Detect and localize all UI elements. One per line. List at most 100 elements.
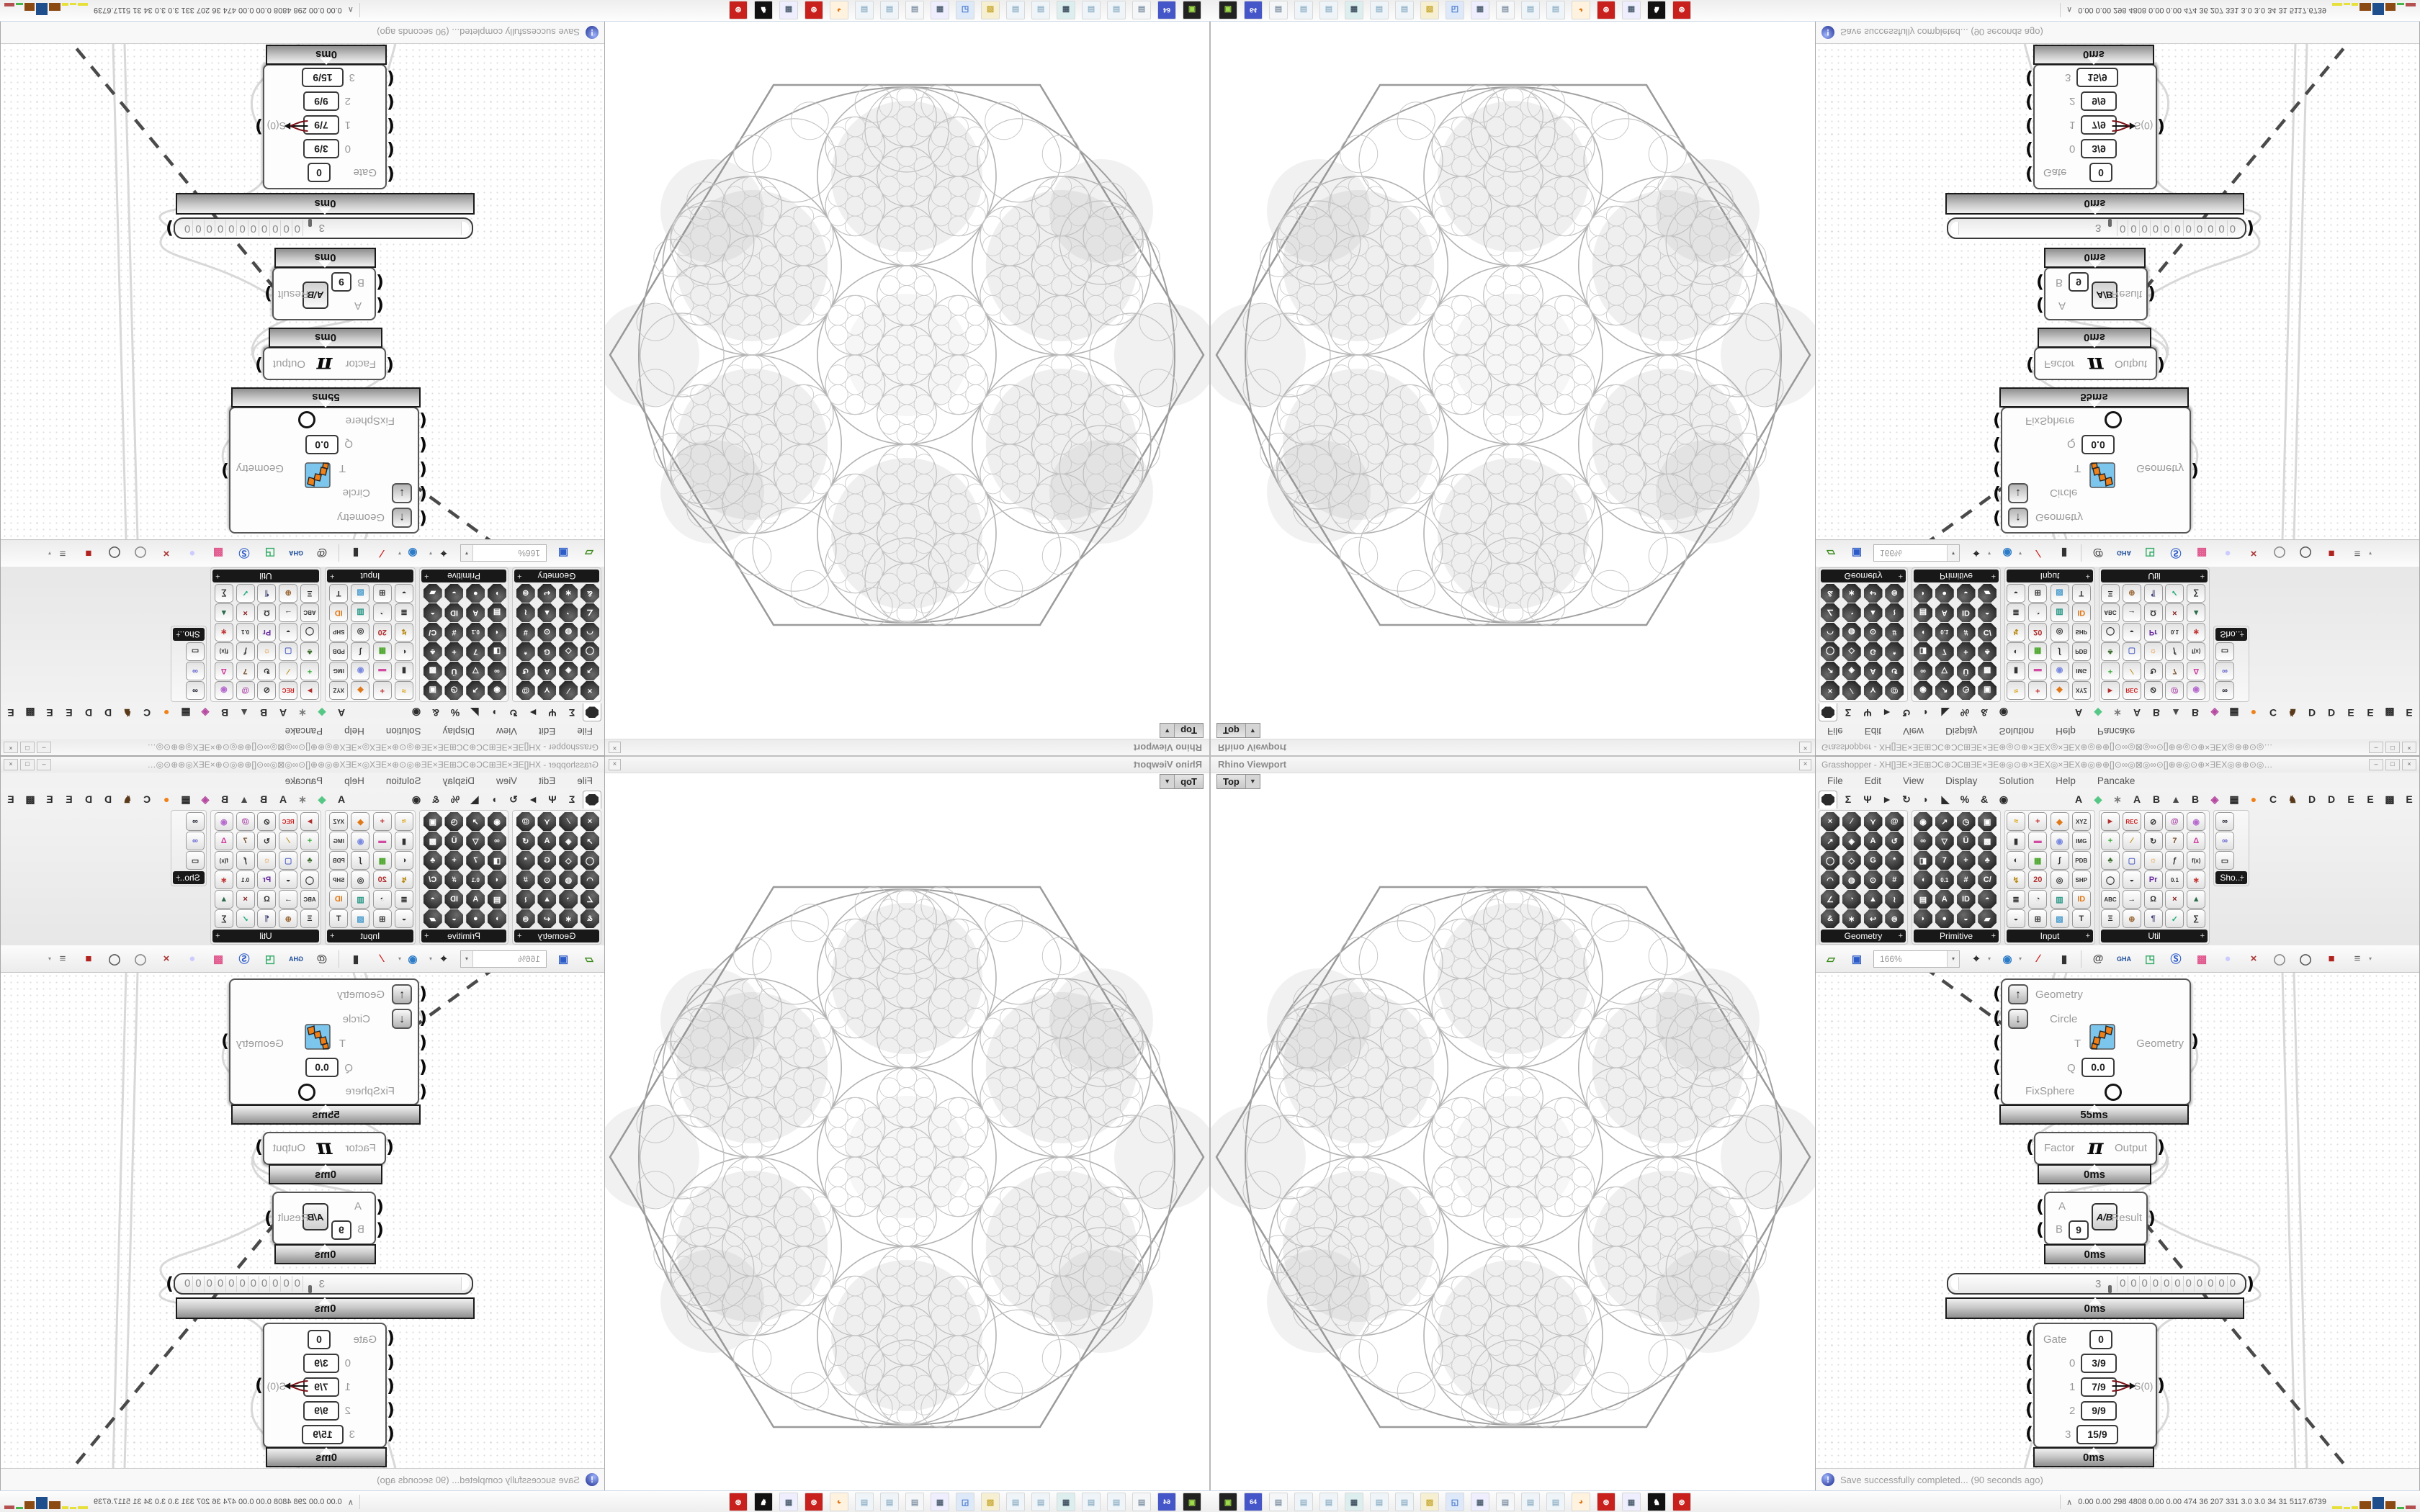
palette-icon[interactable]: ◗ (1914, 909, 1932, 928)
palette-icon[interactable]: Ü (1956, 832, 1976, 850)
palette-icon[interactable]: ◓ (424, 890, 442, 909)
slider-digit[interactable]: 0 (2172, 1276, 2182, 1292)
menu-file[interactable]: File (1827, 726, 1843, 737)
ribbon-tab-display[interactable]: ◉ (411, 707, 421, 719)
palette-icon[interactable]: SHP (329, 623, 349, 642)
calculator-1-icon[interactable]: ▦ (931, 1493, 949, 1511)
ribbon-tab-transform[interactable]: & (1980, 707, 1989, 719)
palette-icon[interactable]: + (372, 812, 392, 831)
close-button[interactable]: × (4, 742, 18, 753)
palette-icon[interactable]: @ (2165, 812, 2184, 831)
save-file-icon[interactable]: ▣ (1851, 953, 1863, 966)
palette-icon[interactable]: f(x) (214, 851, 233, 870)
list-down-button[interactable]: ↓ (392, 483, 412, 503)
menu-pancake[interactable]: Pancake (284, 726, 323, 737)
palette-icon[interactable]: 7 (2165, 662, 2184, 680)
input-jack[interactable]: ( (387, 68, 395, 89)
slider-digit[interactable]: 0 (2138, 1276, 2150, 1292)
palette-icon[interactable]: ↻ (2143, 832, 2163, 850)
save-file-icon[interactable]: ▣ (1851, 546, 1863, 559)
palette-icon[interactable]: ▣ (424, 812, 442, 831)
list-down-button[interactable]: ↓ (392, 1009, 412, 1029)
bulb-icon[interactable]: ● (2224, 953, 2231, 965)
palette-icon[interactable]: ▰ (424, 909, 442, 928)
input-jack[interactable]: ( (2036, 1197, 2044, 1217)
palette-icon[interactable]: ∕ (559, 812, 578, 831)
display-settings-icon[interactable]: ◱ (1446, 1, 1464, 19)
notepad-3-icon[interactable]: ▤ (1031, 1493, 1050, 1511)
ribbon-tab-plugin-e1[interactable]: E (2347, 707, 2354, 719)
menu-pancake[interactable]: Pancake (2097, 775, 2136, 786)
ribbon-tab-transform[interactable]: & (431, 707, 440, 719)
palette-icon[interactable]: ⊙ (1863, 870, 1883, 889)
input-jack[interactable]: ( (2025, 140, 2033, 160)
gha-icon[interactable]: GHA (2117, 955, 2132, 963)
ribbon-tab-curve[interactable]: ↻ (509, 793, 518, 805)
palette-icon[interactable]: ⋎ (538, 681, 557, 700)
palette-icon[interactable]: ◎ (351, 870, 370, 889)
input-jack[interactable]: ( (419, 508, 427, 528)
preview-icon[interactable]: ◉ (408, 546, 418, 559)
canvas-menu-icon[interactable]: ≡ (2354, 547, 2361, 559)
row-value-field[interactable]: 3/9 (303, 139, 339, 158)
palette-icon[interactable]: G (1863, 851, 1883, 870)
palette-icon[interactable]: ● (466, 909, 485, 928)
chevron-up-icon[interactable]: ∧ (347, 1498, 354, 1507)
palette-icon[interactable]: ↗ (581, 832, 599, 850)
gh-canvas[interactable]: ( ( ( ( ( ) ↑ Geometry ↓ Circle T Geome (1, 44, 604, 539)
ribbon-tab-vector[interactable]: ► (1882, 707, 1892, 719)
palette-icon[interactable]: ✓ (2165, 909, 2184, 928)
palette-icon[interactable]: ↗ (581, 662, 599, 680)
palette-icon[interactable]: Pr (257, 623, 277, 642)
palette-icon[interactable]: ∞ (488, 832, 506, 850)
ribbon-tab-plugin-checker[interactable]: ▩ (2385, 793, 2395, 805)
palette-icon[interactable]: ∫ (2050, 851, 2069, 870)
viewport-close-icon[interactable]: × (1799, 759, 1811, 770)
division-component[interactable]: ( ( ) A B 9 A/B Result (264, 267, 384, 320)
palette-icon[interactable]: 0.1 (466, 870, 485, 889)
gate-value-field[interactable]: 0 (308, 1330, 331, 1349)
palette-icon[interactable]: ▬ (2028, 832, 2048, 850)
palette-icon[interactable]: ◒ (2007, 909, 2025, 928)
palette-icon[interactable]: 20 (2028, 623, 2048, 642)
palette-icon[interactable]: IMG (2071, 832, 2091, 850)
slider-digit[interactable]: 0 (2215, 220, 2227, 236)
input-jack[interactable]: ( (2036, 1220, 2044, 1240)
palette-icon[interactable]: @ (1885, 681, 1904, 700)
cylinder-2-icon[interactable]: ◯ (2299, 546, 2312, 559)
grasshopper-titlebar[interactable]: Grasshopper - XH[]ƎE×ƎE⊞ƆC⊕ƆC⊞ƎE×ƎE⊛◎⊙⊕×… (1816, 739, 2419, 755)
input-jack[interactable]: ( (387, 1400, 395, 1420)
palette-icon[interactable]: A (1864, 662, 1883, 680)
input-jack[interactable]: ( (387, 164, 395, 184)
list-up-button[interactable]: ↑ (392, 508, 412, 528)
input-jack[interactable]: ( (2025, 1400, 2033, 1420)
palette-icon[interactable]: ◉ (2187, 812, 2206, 831)
ribbon-tab-plugin-e3[interactable]: E (2406, 793, 2413, 805)
ribbon-tab-maths[interactable]: Σ (568, 707, 575, 719)
palette-icon[interactable]: ◍ (1842, 870, 1861, 889)
slider-digit[interactable]: 0 (270, 1276, 282, 1292)
palette-icon[interactable]: ▩ (1978, 662, 1996, 680)
cylinder-1-icon[interactable]: ◯ (2273, 546, 2286, 559)
calculator-2-icon[interactable]: ▦ (779, 1, 798, 19)
palette-icon[interactable]: 0.1 (1935, 623, 1954, 642)
group-expand-icon[interactable]: + (330, 572, 335, 580)
notepad-5-icon[interactable]: ▤ (1521, 1, 1540, 19)
output-jack[interactable]: ) (221, 461, 229, 481)
palette-group-label[interactable]: Util + (212, 930, 319, 942)
palette-icon[interactable]: ∠ (1821, 603, 1839, 622)
red-badge-icon[interactable]: ⊛ (729, 1, 748, 19)
maximize-button[interactable]: □ (20, 759, 35, 770)
palette-icon[interactable]: ☼ (2143, 642, 2163, 661)
palette-icon[interactable]: ID (2071, 890, 2091, 909)
palette-icon[interactable]: ▮ (395, 662, 413, 680)
slider-digit[interactable]: 0 (292, 1276, 303, 1292)
palette-icon[interactable]: ► (300, 812, 319, 831)
ribbon-tab-plugin-flower[interactable]: ∗ (298, 793, 307, 805)
palette-group-label[interactable]: Input + (327, 930, 413, 942)
row-value-field[interactable]: 9/9 (2081, 1401, 2117, 1421)
cylinder-1-icon[interactable]: ◯ (134, 546, 147, 559)
palette-icon[interactable]: ▬ (2028, 662, 2048, 680)
palette-icon[interactable]: ◈ (1842, 662, 1861, 680)
calculator-1-icon[interactable]: ▦ (1471, 1493, 1489, 1511)
